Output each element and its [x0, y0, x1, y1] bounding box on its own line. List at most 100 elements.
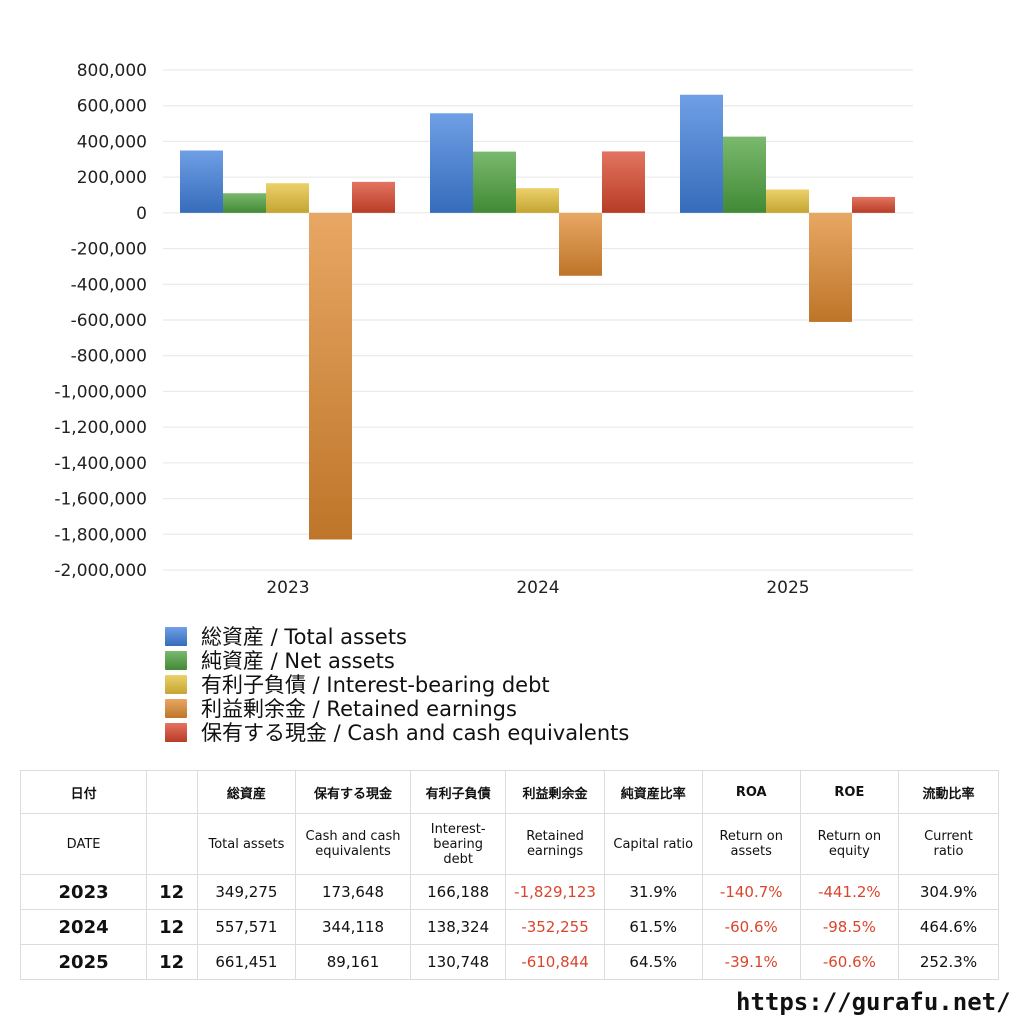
header-cell: 利益剰余金 [505, 770, 605, 814]
value-cell: 138,324 [410, 909, 507, 945]
header-cell: 流動比率 [897, 770, 1000, 814]
value-cell: 344,118 [294, 909, 412, 945]
y-tick-label: -1,200,000 [54, 418, 147, 438]
y-tick-label: -1,000,000 [54, 382, 147, 402]
y-tick-label: -800,000 [71, 347, 147, 367]
legend-label: 利益剰余金 / Retained earnings [201, 697, 517, 721]
y-tick-label: 0 [136, 204, 147, 224]
header-cell: 有利子負債 [410, 770, 507, 814]
value-cell: -39.1% [701, 944, 801, 980]
header-cell: Retained earnings [505, 813, 605, 875]
header-cell [146, 770, 198, 814]
bar-chart: 800,000 600,000 400,000 200,000 0 -200,000 -40… [54, 61, 913, 598]
header-cell: 純資産比率 [603, 770, 703, 814]
bar [809, 212, 852, 322]
y-tick-label: -400,000 [71, 275, 147, 295]
y-tick-label: 600,000 [77, 97, 147, 117]
bar [680, 94, 723, 213]
bar [223, 193, 266, 213]
y-tick-label: -1,400,000 [54, 454, 147, 474]
year-cell: 2025 [19, 944, 147, 980]
bars [180, 94, 895, 540]
month-cell: 12 [146, 944, 198, 980]
month-cell: 12 [146, 909, 198, 945]
y-tick-label: -600,000 [71, 311, 147, 331]
header-cell: 日付 [19, 770, 147, 814]
value-cell: 252.3% [897, 944, 1000, 980]
header-cell: Cash and cash equivalents [294, 813, 412, 875]
legend-swatch [165, 698, 187, 718]
y-tick-label: -2,000,000 [54, 561, 147, 581]
value-cell: -60.6% [799, 944, 899, 980]
value-cell: 64.5% [603, 944, 703, 980]
value-cell: 166,188 [410, 874, 507, 910]
header-cell: 総資産 [196, 770, 296, 814]
value-cell: -140.7% [701, 874, 801, 910]
year-cell: 2023 [19, 874, 147, 910]
bar [852, 196, 895, 213]
financial-table: 日付 総資産 保有する現金 有利子負債 利益剰余金 純資産比率 ROA ROE 流動比率 DATE… [19, 770, 1000, 980]
legend-label: 純資産 / Net assets [201, 649, 395, 673]
header-cell: 保有する現金 [294, 770, 412, 814]
table-row: 2024 12 557,571 344,118 138,324 -352,255 61.5%… [19, 909, 1000, 945]
header-cell: DATE [19, 813, 147, 875]
value-cell: -1,829,123 [505, 874, 605, 910]
value-cell: -610,844 [505, 944, 605, 980]
y-axis: 800,000 600,000 400,000 200,000 0 -200,000 -40… [54, 61, 147, 581]
value-cell: -441.2% [799, 874, 899, 910]
header-cell: Current ratio [897, 813, 1000, 875]
value-cell: 130,748 [410, 944, 507, 980]
legend-item: 純資産 / Net assets [165, 648, 629, 673]
bar [266, 183, 309, 213]
y-tick-label: -1,800,000 [54, 525, 147, 545]
bar [180, 150, 223, 213]
bar [723, 136, 766, 213]
header-cell [146, 813, 198, 875]
legend-item: 保有する現金 / Cash and cash equivalents [165, 720, 629, 745]
legend-swatch [165, 674, 187, 694]
value-cell: 661,451 [196, 944, 296, 980]
header-cell: ROA [701, 770, 801, 814]
y-tick-label: 400,000 [77, 132, 147, 152]
y-tick-label: 800,000 [77, 61, 147, 81]
legend-label: 総資産 / Total assets [201, 625, 407, 649]
y-tick-label: -200,000 [71, 240, 147, 260]
header-cell: Capital ratio [603, 813, 703, 875]
x-tick-label: 2023 [266, 578, 309, 598]
legend-swatch [165, 650, 187, 670]
legend-item: 有利子負債 / Interest-bearing debt [165, 672, 629, 697]
legend-item: 総資産 / Total assets [165, 624, 629, 649]
value-cell: 464.6% [897, 909, 1000, 945]
x-axis: 2023 2024 2025 [266, 578, 809, 598]
site-url: https://gurafu.net/ [736, 988, 1011, 1016]
year-cell: 2024 [19, 909, 147, 945]
table-row: 2023 12 349,275 173,648 166,188 -1,829,123 31.… [19, 874, 1000, 910]
legend-item: 利益剰余金 / Retained earnings [165, 696, 629, 721]
bar [516, 188, 559, 213]
legend-swatch [165, 722, 187, 742]
value-cell: 557,571 [196, 909, 296, 945]
grid-layer [163, 69, 913, 571]
x-tick-label: 2024 [516, 578, 559, 598]
bar [473, 151, 516, 213]
value-cell: -98.5% [799, 909, 899, 945]
header-cell: Interest-bearing debt [410, 813, 507, 875]
value-cell: 61.5% [603, 909, 703, 945]
bar [602, 151, 645, 213]
table-row: 日付 総資産 保有する現金 有利子負債 利益剰余金 純資産比率 ROA ROE 流動比率 [19, 770, 1000, 814]
header-cell: ROE [799, 770, 899, 814]
value-cell: 349,275 [196, 874, 296, 910]
table-row: 2025 12 661,451 89,161 130,748 -610,844 64.5% -… [19, 944, 1000, 980]
legend: 総資産 / Total assets 純資産 / Net assets 有利子負債 … [165, 624, 629, 745]
bar [309, 212, 352, 540]
value-cell: 31.9% [603, 874, 703, 910]
x-tick-label: 2025 [766, 578, 809, 598]
month-cell: 12 [146, 874, 198, 910]
table-row: DATE Total assets Cash and cash equivalents… [19, 813, 1000, 875]
legend-swatch [165, 626, 187, 646]
y-tick-label: -1,600,000 [54, 490, 147, 510]
bar [766, 189, 809, 213]
header-cell: Total assets [196, 813, 296, 875]
value-cell: 304.9% [897, 874, 1000, 910]
value-cell: -60.6% [701, 909, 801, 945]
